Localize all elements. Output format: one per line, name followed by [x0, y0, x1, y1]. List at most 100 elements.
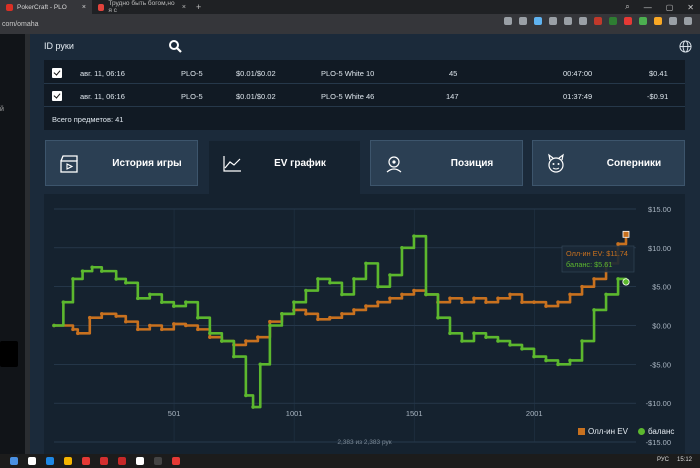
hands-cell: 147 — [446, 92, 459, 101]
tab-opponents[interactable]: Соперники — [532, 140, 685, 186]
balance-data-point — [99, 269, 104, 273]
taskbar-app-icon[interactable] — [136, 457, 144, 465]
taskbar-app-icon[interactable] — [10, 457, 18, 465]
balance-data-point — [556, 362, 560, 367]
x-tick-label: 1001 — [286, 409, 303, 418]
balance-data-point — [71, 277, 75, 281]
table-name-cell: PLO-5 White 46 — [321, 92, 375, 101]
row-checkbox[interactable] — [52, 68, 62, 78]
table-row[interactable]: авг. 11, 06:16 PLO-5 $0.01/$0.02 PLO-5 W… — [44, 62, 685, 84]
maximize-button[interactable]: ▢ — [665, 2, 674, 12]
ev-data-point — [99, 312, 104, 316]
balance-data-point — [136, 296, 140, 301]
browser-tab-pokercraft[interactable]: PokerCraft - PLO × — [0, 0, 92, 14]
tab-ev-graph[interactable]: EV график — [208, 140, 361, 196]
extension-icon[interactable] — [549, 17, 557, 25]
hands-table: авг. 11, 06:16 PLO-5 $0.01/$0.02 PLO-5 W… — [44, 60, 685, 130]
search-tabs-icon[interactable]: ⌕ — [625, 2, 630, 11]
tooltip-balance-value: баланс: $5.61 — [566, 260, 612, 269]
tab-label: Позиция — [450, 158, 494, 169]
scrollbar[interactable] — [25, 34, 30, 454]
tab-position[interactable]: Позиция — [370, 140, 523, 186]
taskbar-app-icon[interactable] — [82, 457, 90, 465]
taskbar-app-icon[interactable] — [100, 457, 108, 465]
extension-icon[interactable] — [594, 17, 602, 25]
close-tab-icon[interactable]: × — [181, 3, 186, 11]
browser-tab-label: PokerCraft - PLO — [17, 3, 67, 11]
balance-data-point — [304, 288, 308, 293]
balance-data-point — [424, 292, 428, 297]
minimize-button[interactable]: — — [643, 2, 652, 12]
row-checkbox[interactable] — [52, 91, 62, 101]
globe-icon[interactable] — [679, 40, 692, 53]
balance-data-point — [340, 292, 344, 297]
balance-data-point — [616, 277, 620, 281]
language-indicator[interactable]: РУС — [656, 457, 669, 463]
y-tick-label: $5.00 — [652, 283, 671, 292]
browser-tab-article[interactable]: Трудно быть богом,но я с × — [92, 0, 192, 14]
extension-icon[interactable] — [564, 17, 572, 25]
search-icon[interactable] — [168, 39, 182, 53]
balance-data-point — [400, 246, 404, 250]
balance-series-line — [54, 234, 628, 409]
taskbar-app-icon[interactable] — [28, 457, 36, 465]
legend-balance-swatch — [638, 428, 645, 435]
ev-data-point — [136, 327, 140, 332]
ev-data-point — [448, 296, 452, 301]
extension-icon[interactable] — [639, 17, 647, 25]
result-cell: -$0.91 — [647, 92, 669, 101]
ev-data-point — [328, 315, 332, 320]
ev-chart-panel: $15.00 $10.00 $5.00 $0.00 -$5.00 -$10.00 -$15.… — [44, 194, 685, 454]
balance-data-point — [484, 335, 488, 339]
tab-label: История игры — [112, 158, 182, 169]
extension-icon[interactable] — [654, 17, 662, 25]
balance-data-point — [196, 315, 200, 320]
ev-data-point — [124, 319, 128, 324]
address-bar[interactable]: com/omaha — [0, 14, 700, 34]
new-tab-button[interactable]: + — [196, 2, 202, 12]
ev-data-point — [352, 308, 356, 312]
clock[interactable]: 15:12 — [676, 457, 692, 463]
ev-data-point — [148, 323, 152, 328]
extension-icon[interactable] — [684, 17, 692, 25]
ev-data-point — [484, 300, 488, 304]
close-tab-icon[interactable]: × — [81, 3, 86, 11]
ev-data-point — [75, 331, 80, 336]
taskbar-app-icon[interactable] — [64, 457, 72, 465]
extension-icon[interactable] — [669, 17, 677, 25]
balance-end-marker — [622, 278, 630, 286]
balance-data-point — [90, 265, 94, 270]
legend-ev-label: Олл-ин EV — [588, 427, 629, 436]
extension-icon[interactable] — [504, 17, 512, 25]
ev-data-point — [496, 296, 500, 301]
balance-data-point — [460, 339, 464, 343]
balance-data-point — [376, 284, 380, 289]
url-text[interactable]: com/omaha — [2, 20, 39, 28]
pokercraft-app: ID руки авг. 11, 06:16 PLO-5 $0.01/$0.02… — [30, 34, 700, 454]
extension-icon[interactable] — [579, 17, 587, 25]
taskbar-app-icon[interactable] — [46, 457, 54, 465]
extension-icon[interactable] — [609, 17, 617, 25]
pokercraft-favicon-icon — [6, 3, 13, 11]
hands-cell: 45 — [449, 69, 458, 78]
close-window-button[interactable]: ✕ — [687, 2, 694, 12]
extension-icon[interactable] — [534, 17, 542, 25]
ev-data-point — [412, 288, 416, 293]
tab-game-history[interactable]: История игры — [45, 140, 198, 186]
ev-data-point — [460, 300, 464, 304]
ev-data-point — [340, 312, 344, 316]
taskbar-app-icon[interactable] — [118, 457, 126, 465]
extension-icon[interactable] — [519, 17, 527, 25]
extension-icon[interactable] — [624, 17, 632, 25]
balance-data-point — [388, 273, 392, 277]
hand-id-search-input[interactable]: ID руки — [44, 41, 74, 51]
y-tick-label: $10.00 — [648, 244, 671, 253]
taskbar-app-icon[interactable] — [154, 457, 162, 465]
balance-data-point — [80, 269, 85, 273]
ev-data-point — [208, 335, 212, 339]
balance-data-point — [184, 300, 188, 304]
taskbar-app-icon[interactable] — [172, 457, 180, 465]
table-row[interactable]: авг. 11, 06:16 PLO-5 $0.01/$0.02 PLO-5 W… — [44, 85, 685, 107]
ev-chart[interactable]: $15.00 $10.00 $5.00 $0.00 -$5.00 -$10.00 -$15.… — [44, 194, 685, 454]
balance-data-point — [544, 358, 548, 363]
